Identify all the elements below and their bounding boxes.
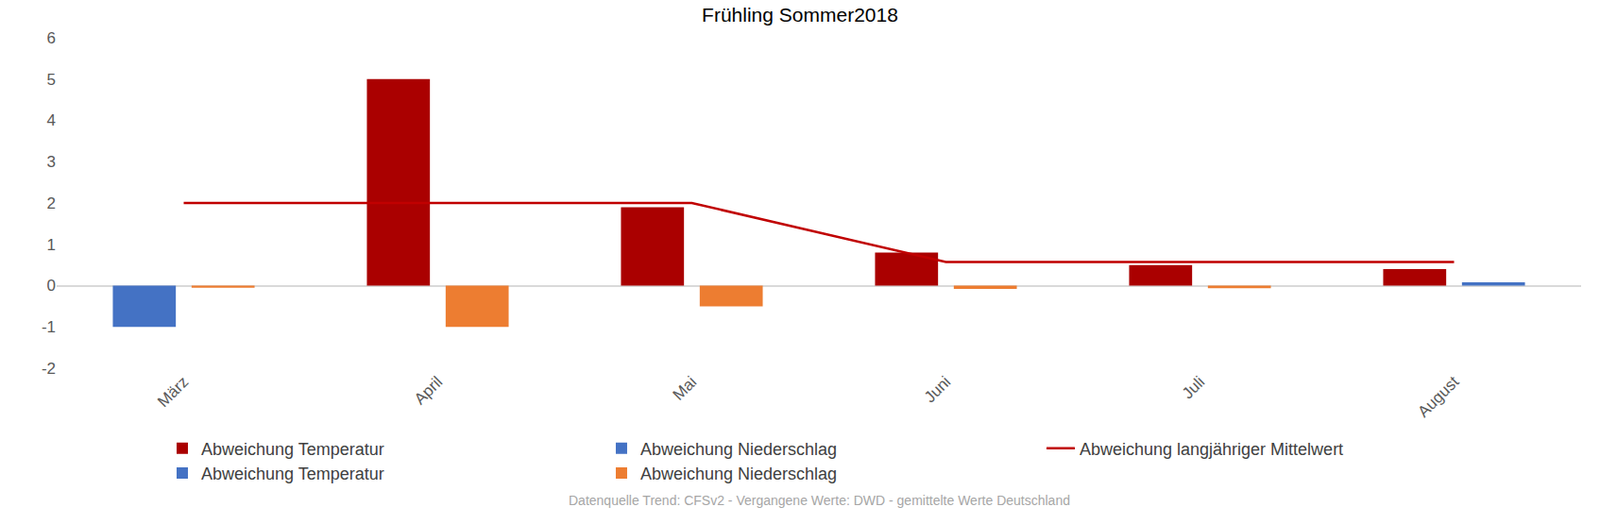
svg-text:2: 2 <box>47 194 56 213</box>
svg-text:Juni: Juni <box>920 373 954 407</box>
svg-text:Mai: Mai <box>669 373 701 405</box>
svg-text:4: 4 <box>47 111 56 130</box>
svg-text:März: März <box>153 373 192 411</box>
svg-text:Abweichung Niederschlag: Abweichung Niederschlag <box>640 464 837 484</box>
svg-text:1: 1 <box>47 236 56 255</box>
svg-text:April: April <box>410 373 446 409</box>
svg-text:-2: -2 <box>41 359 56 378</box>
svg-text:3: 3 <box>47 153 56 171</box>
svg-text:Abweichung Temperatur: Abweichung Temperatur <box>201 440 385 460</box>
svg-text:Frühling Sommer2018: Frühling Sommer2018 <box>701 3 899 26</box>
svg-text:August: August <box>1413 373 1463 422</box>
svg-text:0: 0 <box>47 276 56 295</box>
svg-text:6: 6 <box>47 29 56 48</box>
svg-text:Juli: Juli <box>1178 373 1209 403</box>
svg-text:Abweichung Temperatur: Abweichung Temperatur <box>201 464 385 484</box>
svg-text:Abweichung langjähriger Mittel: Abweichung langjähriger Mittelwert <box>1079 440 1344 460</box>
svg-text:-1: -1 <box>41 318 56 337</box>
svg-text:Datenquelle Trend: CFSv2 - Ver: Datenquelle Trend: CFSv2 - Vergangene We… <box>568 493 1071 509</box>
svg-text:5: 5 <box>47 70 56 89</box>
svg-text:Abweichung Niederschlag: Abweichung Niederschlag <box>640 440 837 460</box>
